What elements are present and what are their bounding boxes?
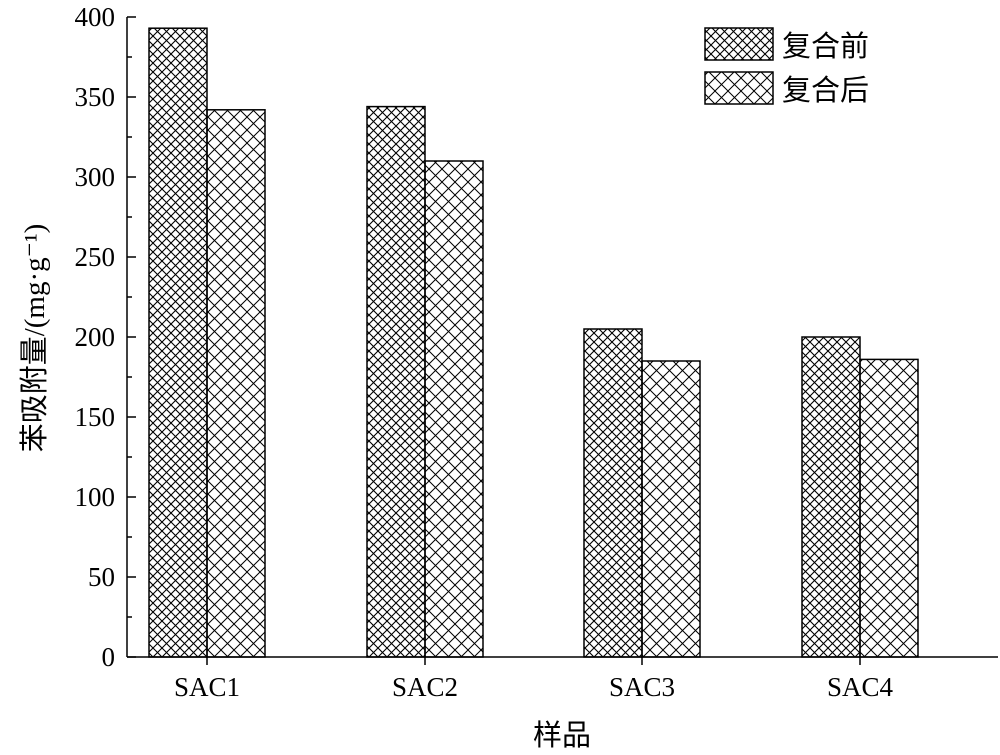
x-tick-label-sac1: SAC1 <box>174 672 240 702</box>
y-tick-label: 250 <box>75 242 116 272</box>
legend-swatch-after <box>704 71 774 105</box>
bar-sac2-series-2 <box>424 160 484 658</box>
bars <box>148 27 919 658</box>
y-tick-label: 300 <box>75 162 116 192</box>
y-tick-label: 400 <box>75 2 116 32</box>
y-tick-label: 150 <box>75 402 116 432</box>
legend-swatch-before <box>704 27 774 61</box>
bar-sac3-series-2 <box>641 360 701 658</box>
y-axis-title: 苯吸附量/(mg·g⁻¹) <box>18 224 51 453</box>
bar-sac1-series-1 <box>148 27 208 658</box>
x-tick-label-sac4: SAC4 <box>827 672 894 702</box>
y-ticks: 0 50 100 150 200 250 300 350 400 <box>75 2 136 672</box>
bar-sac2-series-1 <box>366 105 426 658</box>
legend-label-before: 复合前 <box>782 30 869 63</box>
bar-sac4-series-1 <box>801 336 861 658</box>
x-tick-label-sac2: SAC2 <box>392 672 458 702</box>
x-ticks: SAC1 SAC2 SAC3 SAC4 <box>174 657 894 702</box>
x-axis-title: 样品 <box>533 719 591 752</box>
y-tick-label: 100 <box>75 482 116 512</box>
bar-sac1-series-2 <box>206 109 266 658</box>
y-tick-label: 200 <box>75 322 116 352</box>
bar-sac3-series-1 <box>583 328 643 658</box>
bar-sac4-series-2 <box>859 358 919 658</box>
y-tick-label: 0 <box>102 642 116 672</box>
legend: 复合前 复合后 <box>704 27 869 107</box>
y-tick-label: 50 <box>88 562 115 592</box>
legend-label-after: 复合后 <box>782 74 869 107</box>
y-tick-label: 350 <box>75 82 116 112</box>
x-tick-label-sac3: SAC3 <box>609 672 675 702</box>
